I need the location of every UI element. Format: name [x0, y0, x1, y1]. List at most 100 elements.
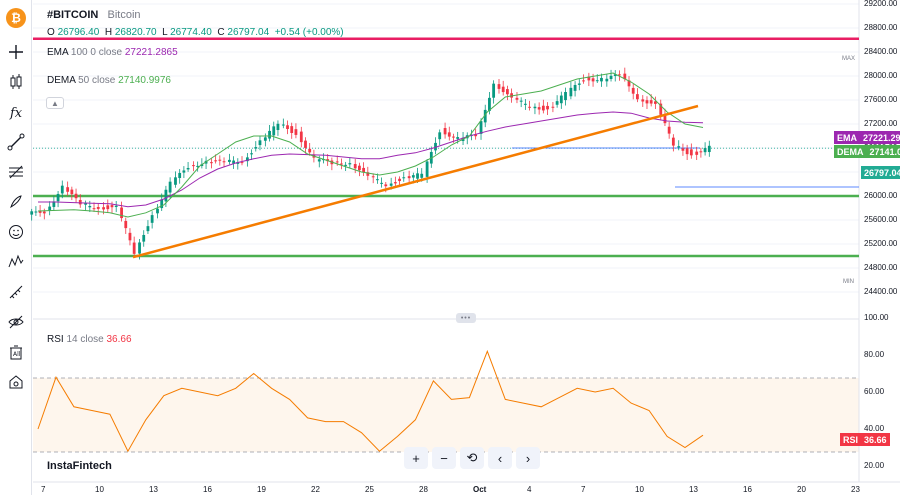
price-tick-label: 27200.00 — [864, 119, 898, 128]
time-tick-label: 7 — [41, 485, 46, 494]
brush-icon[interactable] — [4, 190, 28, 214]
candle-body — [182, 170, 186, 173]
ema-legend[interactable]: EMA 100 0 close 27221.2865 — [47, 47, 178, 58]
candle-body — [66, 187, 70, 192]
candle-body — [174, 177, 177, 185]
svg-text:fx: fx — [9, 106, 23, 121]
candle-body — [268, 130, 271, 139]
collapse-legend-button[interactable]: ▲ — [46, 97, 64, 109]
candle-body — [96, 206, 100, 209]
dema-legend-value: 27140.9976 — [118, 75, 171, 86]
candle-body — [456, 137, 460, 139]
emoji-icon[interactable] — [4, 220, 28, 244]
time-tick-label: 16 — [743, 485, 752, 494]
candle-body — [160, 199, 164, 209]
measure-icon[interactable] — [4, 280, 28, 304]
hide-drawings-icon[interactable] — [4, 310, 28, 334]
rsi-tick-label: 20.00 — [864, 461, 885, 470]
rsi-legend-params: 14 close — [66, 334, 104, 345]
candle-body — [263, 137, 267, 141]
candle-body — [146, 226, 150, 232]
candle-body — [667, 126, 671, 134]
indicators-icon[interactable]: fx — [4, 100, 28, 124]
candle-body — [375, 179, 379, 181]
ohlc-o-value: 26796.40 — [57, 27, 100, 38]
candle-body — [627, 80, 631, 87]
candle-body — [402, 177, 406, 179]
dema-legend[interactable]: DEMA 50 close 27140.9976 — [47, 75, 171, 86]
candle-body — [186, 167, 190, 170]
candle-body — [218, 159, 222, 161]
candle-body — [178, 172, 182, 179]
candle-body — [497, 84, 501, 89]
candle-body — [228, 159, 231, 162]
ema-legend-params: 100 0 close — [70, 47, 123, 58]
candle-body — [645, 100, 649, 104]
rsi-tick-label: 60.00 — [864, 387, 885, 396]
candle-body — [600, 77, 603, 82]
pane-resize-handle[interactable]: ••• — [456, 313, 476, 323]
price-tick-label: 24800.00 — [864, 263, 898, 272]
candle-body — [88, 206, 92, 208]
scroll-right-button[interactable]: › — [516, 447, 540, 469]
trendline-icon[interactable] — [4, 130, 28, 154]
price-tick-label: 29200.00 — [864, 0, 898, 8]
time-tick-label: 7 — [581, 485, 586, 494]
candle-body — [528, 106, 531, 108]
zoom-out-button[interactable]: − — [432, 447, 456, 469]
delete-icon[interactable]: All — [4, 340, 28, 364]
candle-body — [114, 205, 118, 207]
candle-body — [308, 148, 312, 153]
ema-price-value: 27221.29 — [863, 132, 900, 143]
candle-body — [353, 164, 357, 169]
trendline[interactable] — [132, 104, 699, 259]
rsi-band — [33, 378, 859, 452]
price-tick-label: 25200.00 — [864, 239, 898, 248]
candle-body — [192, 165, 195, 167]
pattern-icon[interactable] — [4, 250, 28, 274]
dema-price-tag: DEMA — [837, 146, 864, 157]
candles-icon[interactable] — [4, 70, 28, 94]
candle-body — [649, 100, 653, 104]
candle-body — [389, 183, 393, 186]
screenshot-icon[interactable] — [4, 370, 28, 394]
ema-line[interactable] — [38, 111, 704, 208]
candle-body — [555, 101, 559, 105]
candle-body — [595, 80, 599, 82]
svg-text:All: All — [13, 351, 21, 358]
candle-body — [30, 211, 34, 215]
candle-body — [605, 78, 609, 82]
candle-body — [591, 78, 595, 82]
candle-body — [492, 83, 496, 98]
symbol-legend: #BITCOIN Bitcoin — [47, 9, 141, 21]
candle-body — [120, 207, 123, 219]
candle-body — [447, 132, 451, 137]
candle-body — [164, 189, 168, 202]
candle-body — [707, 145, 711, 153]
ema-price-label: EMA 27221.29 — [834, 131, 900, 144]
scroll-left-button[interactable]: ‹ — [488, 447, 512, 469]
max-marker: MAX — [842, 56, 856, 62]
candle-body — [393, 182, 397, 184]
reset-chart-button[interactable]: ⟲ — [460, 447, 484, 469]
zoom-in-button[interactable]: + — [404, 447, 428, 469]
rsi-legend[interactable]: RSI 14 close 36.66 — [47, 334, 132, 345]
candle-body — [631, 87, 635, 94]
candle-body — [677, 146, 681, 148]
ohlc-c-label: C — [217, 27, 225, 38]
candle-body — [74, 193, 78, 199]
candle-body — [52, 201, 56, 207]
rsi-tick-label: 100.00 — [864, 313, 889, 322]
price-grid — [33, 3, 859, 293]
fib-icon[interactable] — [4, 160, 28, 184]
price-tick-label: 24400.00 — [864, 287, 898, 296]
dema-line[interactable] — [37, 72, 704, 218]
crosshair-icon[interactable] — [4, 40, 28, 64]
time-tick-label: 22 — [311, 485, 320, 494]
ohlc-l-value: 26774.40 — [170, 27, 212, 38]
rsi-line[interactable] — [37, 349, 704, 453]
candle-body — [671, 137, 675, 146]
candle-body — [34, 211, 38, 213]
candle-body — [483, 109, 487, 123]
